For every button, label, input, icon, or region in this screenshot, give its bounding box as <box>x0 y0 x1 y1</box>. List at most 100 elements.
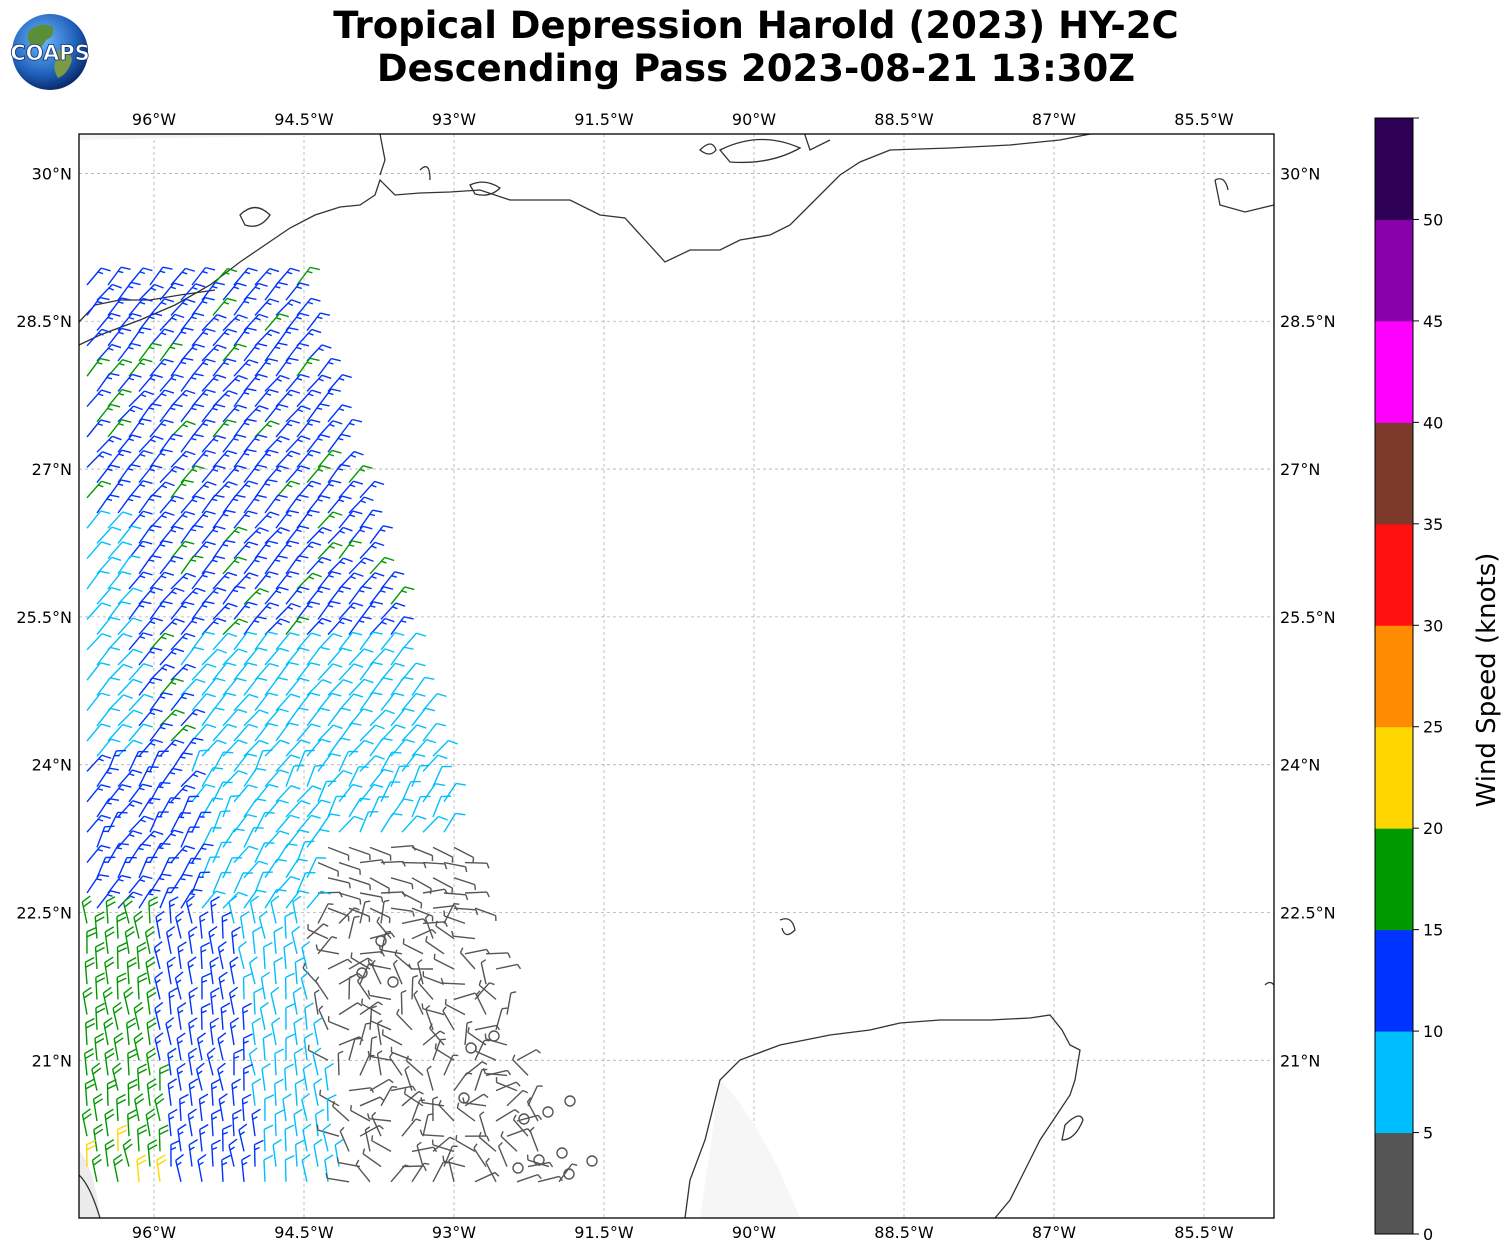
barb-flag <box>176 1032 186 1040</box>
wind-barb <box>112 1153 124 1182</box>
barb-staff <box>117 617 134 636</box>
barb-flag <box>117 1129 127 1136</box>
barb-flag <box>182 302 188 306</box>
wind-barb <box>85 1139 96 1167</box>
barb-flag <box>100 510 111 515</box>
wind-barb <box>422 971 445 985</box>
barb-staff <box>180 587 197 605</box>
barb-staff <box>380 1086 393 1107</box>
barb-flag <box>150 287 157 291</box>
barb-staff <box>146 992 151 1015</box>
barb-flag <box>312 572 322 578</box>
barb-staff <box>145 1053 151 1076</box>
calm-circle <box>356 967 368 979</box>
barb-staff <box>296 419 312 438</box>
barb-staff <box>212 297 228 316</box>
barb-flag <box>84 1047 94 1055</box>
barb-staff <box>306 527 323 544</box>
barb-staff <box>86 480 103 499</box>
barb-staff <box>86 815 102 833</box>
barb-flag <box>274 346 281 350</box>
barb-staff <box>112 1160 119 1182</box>
wind-barb <box>170 540 195 560</box>
barb-flag <box>201 301 208 304</box>
barb-flag <box>188 1116 195 1121</box>
wind-barb <box>117 678 143 696</box>
barb-staff <box>475 1050 497 1061</box>
barb-staff <box>327 1177 350 1183</box>
barb-staff <box>187 1114 193 1137</box>
barb-flag <box>373 783 384 788</box>
barb-flag <box>189 1085 195 1090</box>
wind-barb <box>338 815 364 833</box>
barb-staff <box>411 928 433 940</box>
barb-flag <box>274 1078 284 1085</box>
wind-barb <box>233 753 258 772</box>
barb-flag <box>348 750 359 753</box>
barb-flag <box>350 605 356 610</box>
barb-flag <box>426 739 437 744</box>
barb-flag <box>132 678 143 684</box>
barb-flag <box>297 439 303 443</box>
barb-flag <box>295 1078 305 1085</box>
barb-flag <box>121 874 132 879</box>
barb-flag <box>371 1135 374 1141</box>
barb-staff <box>170 784 187 803</box>
barb-flag <box>495 1077 498 1083</box>
barb-flag <box>391 575 397 578</box>
wind-barb <box>401 692 426 712</box>
wind-barb <box>283 941 294 970</box>
barb-staff <box>317 663 334 681</box>
barb-flag <box>444 921 448 927</box>
barb-flag <box>257 373 268 378</box>
barb-flag <box>251 1017 262 1024</box>
barb-staff <box>317 753 332 772</box>
barb-flag <box>112 283 122 289</box>
wind-barb <box>170 873 193 894</box>
barb-flag <box>127 961 137 968</box>
wind-barb <box>306 434 331 453</box>
wind-barb <box>425 935 445 955</box>
barb-staff <box>94 916 98 939</box>
wind-barb <box>168 896 179 924</box>
wind-barb <box>264 647 290 666</box>
barb-flag <box>189 1024 195 1029</box>
barb-flag <box>381 621 387 625</box>
wind-barb <box>86 662 111 681</box>
barb-flag <box>122 358 133 364</box>
wind-barb <box>149 722 173 742</box>
barb-staff <box>464 948 487 955</box>
wind-barb <box>191 449 216 468</box>
wind-barb <box>359 509 383 529</box>
wind-barb <box>359 900 371 924</box>
barb-staff <box>104 962 109 985</box>
barb-flag <box>216 314 227 319</box>
barb-staff <box>124 931 130 954</box>
barb-staff <box>222 708 239 727</box>
wind-barb <box>371 1135 392 1153</box>
wind-barb <box>296 449 321 468</box>
wind-barb <box>380 899 390 924</box>
wind-barb <box>390 765 410 787</box>
barb-flag <box>110 890 121 894</box>
lat-tick-label: 28.5°N <box>16 312 72 331</box>
barb-flag <box>210 896 220 903</box>
barb-staff <box>138 374 154 392</box>
lon-tick-label: 93°W <box>432 110 476 129</box>
barb-staff <box>264 889 278 909</box>
wind-barb <box>138 435 164 453</box>
barb-staff <box>417 982 434 1000</box>
barb-staff <box>270 901 277 924</box>
barb-staff <box>191 601 206 620</box>
barb-staff <box>117 800 134 818</box>
barb-staff <box>473 1147 487 1167</box>
barb-flag <box>256 798 267 802</box>
wind-barb <box>191 693 216 712</box>
barb-flag <box>86 932 97 938</box>
barb-flag <box>205 570 216 575</box>
barb-flag <box>210 856 220 859</box>
wind-barb <box>180 372 204 392</box>
barb-flag <box>134 1037 144 1045</box>
wind-barb <box>233 601 258 620</box>
barb-staff <box>233 541 250 560</box>
